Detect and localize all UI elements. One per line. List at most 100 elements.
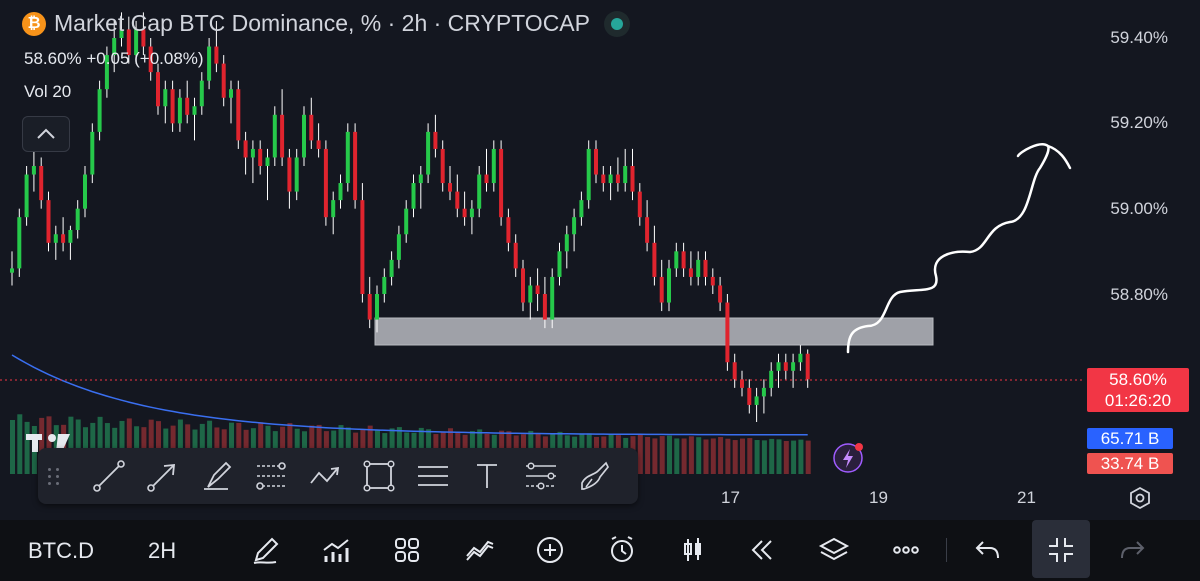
candle-body xyxy=(783,362,788,371)
candle-body xyxy=(83,174,87,209)
candle-body xyxy=(696,259,701,277)
candle-body xyxy=(659,276,664,303)
symbol-button[interactable]: BTC.D xyxy=(28,537,94,563)
candle-body xyxy=(615,174,620,184)
chart-type-button[interactable] xyxy=(673,530,713,570)
volume-bar xyxy=(798,439,804,474)
candle-body xyxy=(338,183,343,201)
candle-body xyxy=(462,208,467,218)
candle-body xyxy=(75,208,80,230)
toolbar-divider xyxy=(946,538,947,562)
candle-body xyxy=(134,29,139,56)
volume-label[interactable]: Vol 20 xyxy=(24,82,72,101)
eraser-icon xyxy=(581,461,610,490)
candle-body xyxy=(521,268,525,303)
candle-body xyxy=(375,294,379,320)
candle-body xyxy=(280,114,285,158)
volume-bar xyxy=(119,420,125,474)
eraser-tool[interactable] xyxy=(568,454,622,498)
candle-body xyxy=(426,131,431,175)
last-price-label: 58.60% 01:26:20 xyxy=(1087,368,1189,412)
candle-body xyxy=(207,46,212,81)
volume-bar xyxy=(740,438,745,474)
candle-body xyxy=(141,29,146,47)
price-axis-tick: 59.00% xyxy=(1110,199,1168,218)
candle-body xyxy=(791,362,796,371)
candle-body xyxy=(404,208,409,235)
market-status-icon[interactable] xyxy=(604,10,630,37)
candle-body xyxy=(557,251,562,277)
candle-body xyxy=(550,276,555,320)
candle-body xyxy=(579,200,584,218)
settings-icon[interactable] xyxy=(1128,486,1152,510)
volume-bar xyxy=(652,438,658,474)
horizontal-lines-tool[interactable] xyxy=(406,454,460,498)
volume-bar xyxy=(637,434,643,474)
alerts-button[interactable] xyxy=(602,530,642,570)
text-tool[interactable] xyxy=(460,454,514,498)
candle-body xyxy=(506,217,511,243)
volume-bar xyxy=(805,440,811,474)
candle-body xyxy=(31,166,36,175)
grid-layout-icon xyxy=(395,538,419,562)
candle-body xyxy=(302,114,306,158)
candle-body xyxy=(499,148,504,218)
chart-area[interactable]: ₿ Market Cap BTC Dominance, % · 2h · CRY… xyxy=(0,0,1200,520)
candle-body xyxy=(710,276,715,286)
drawing-tools-button[interactable] xyxy=(246,530,286,570)
candle-body xyxy=(681,251,686,269)
candle-body xyxy=(542,294,547,320)
indicators-button[interactable] xyxy=(316,530,356,570)
candle-body xyxy=(192,106,197,115)
volume-bar xyxy=(97,416,103,474)
volume-bar xyxy=(747,438,753,474)
projection-tool[interactable] xyxy=(514,454,568,498)
object-tree-button[interactable] xyxy=(814,530,854,570)
candle-body xyxy=(411,183,416,209)
candle-body xyxy=(586,148,591,201)
price-axis-tick: 59.20% xyxy=(1110,113,1168,132)
collapse-icon xyxy=(1049,538,1073,562)
symbol-title[interactable]: Market Cap BTC Dominance, % · 2h · CRYPT… xyxy=(54,10,590,36)
interval-button[interactable]: 2H xyxy=(148,537,177,563)
exit-fullscreen-button[interactable] xyxy=(1041,530,1081,570)
path-icon xyxy=(310,466,340,484)
candle-body xyxy=(229,89,233,98)
volume-bar xyxy=(688,436,694,474)
undo-button[interactable] xyxy=(968,530,1008,570)
more-button[interactable] xyxy=(886,530,926,570)
lightning-alert-icon[interactable] xyxy=(832,442,864,474)
projection-drawing xyxy=(846,143,1072,354)
volume-bar xyxy=(769,438,775,474)
volume-bar xyxy=(754,440,760,474)
replay-button[interactable] xyxy=(742,530,782,570)
fib-retracement-tool[interactable] xyxy=(244,454,298,498)
candle-body xyxy=(528,285,533,303)
rectangle-tool[interactable] xyxy=(352,454,406,498)
drag-handle-icon[interactable] xyxy=(48,462,64,490)
candle-body xyxy=(112,38,117,56)
candle-body xyxy=(309,114,314,141)
arrow-line-tool[interactable] xyxy=(136,454,190,498)
price-chart[interactable] xyxy=(0,0,1200,520)
brush-tool[interactable] xyxy=(190,454,244,498)
candle-body xyxy=(68,230,73,243)
trend-line-tool[interactable] xyxy=(82,454,136,498)
candle-body xyxy=(396,234,401,260)
add-button[interactable] xyxy=(530,530,570,570)
candle-body xyxy=(24,174,29,218)
candle-body xyxy=(214,46,219,64)
volume-bar xyxy=(732,440,738,474)
redo-button[interactable] xyxy=(1112,530,1152,570)
candle-body xyxy=(156,72,160,107)
candle-body xyxy=(608,174,613,184)
ohlc-values: 58.60% +0.05 (+0.08%) xyxy=(24,49,204,68)
compare-button[interactable] xyxy=(460,530,500,570)
last-price-value: 58.60% xyxy=(1109,370,1167,389)
candle-body xyxy=(769,370,774,388)
layout-button[interactable] xyxy=(387,530,427,570)
collapse-legend-button[interactable] xyxy=(22,116,70,152)
candle-body xyxy=(382,276,387,294)
price-axis-tick: 59.40% xyxy=(1110,28,1168,47)
path-tool[interactable] xyxy=(298,454,352,498)
